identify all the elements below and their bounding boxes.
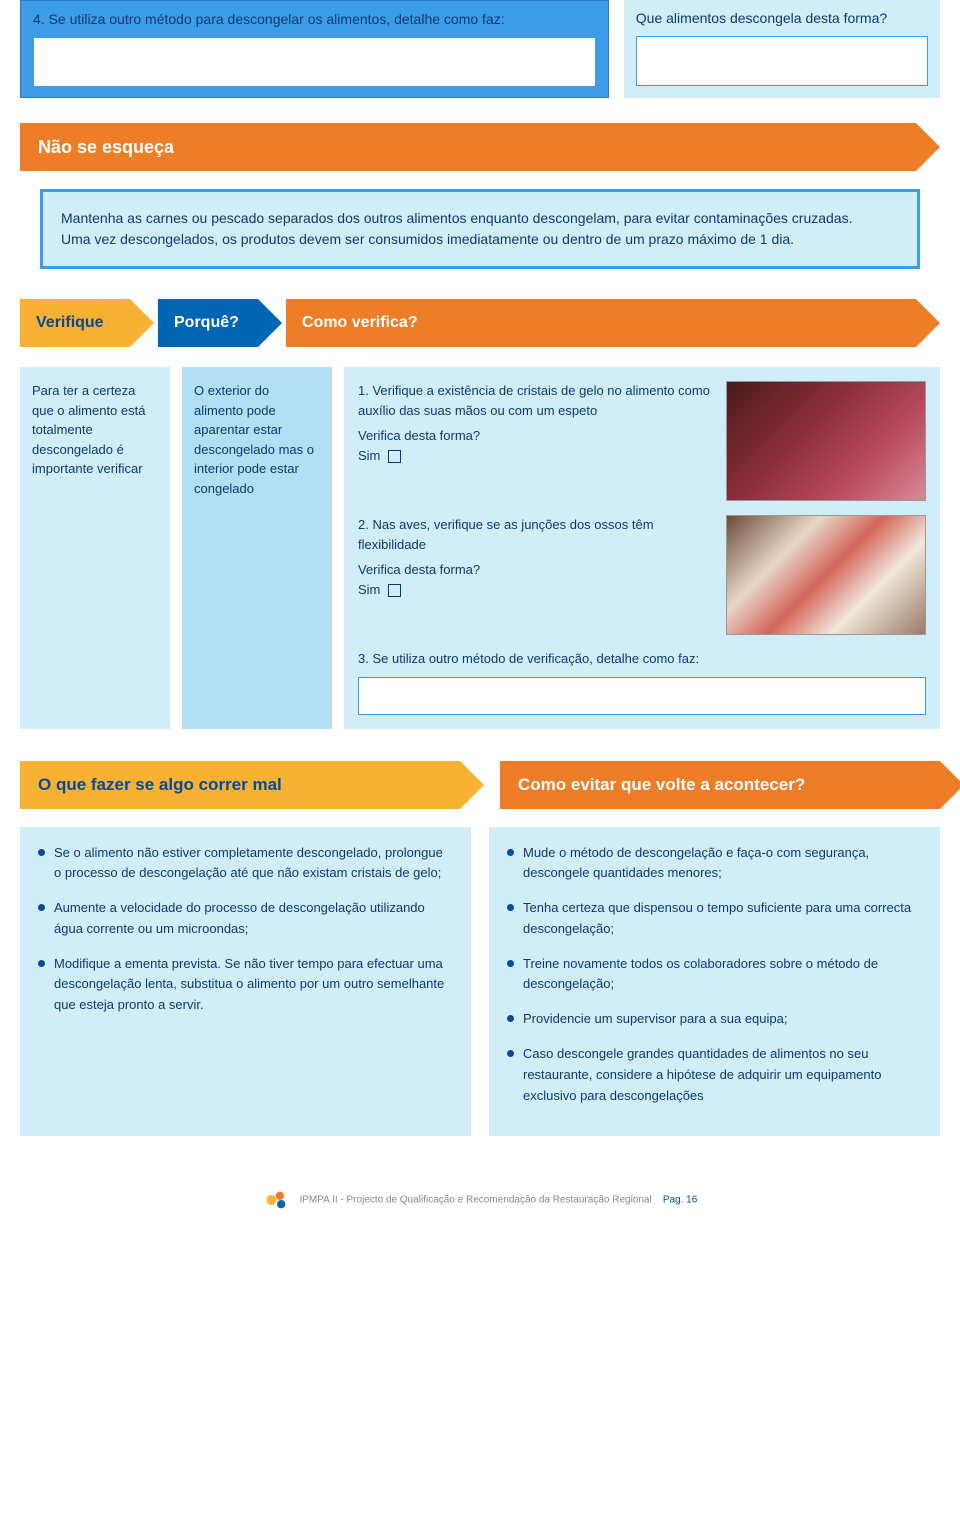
reminder-body-box: Mantenha as carnes ou pescado separados … [40, 189, 920, 269]
list-item: Treine novamente todos os colaboradores … [507, 954, 922, 996]
verify-q2-check-line: Verifica desta forma? Sim [358, 560, 712, 599]
wrong-list-box: Se o alimento não estiver completamente … [20, 827, 471, 1137]
list-item: Se o alimento não estiver completamente … [38, 843, 453, 885]
verify-q3-block: 3. Se utiliza outro método de verificaçã… [358, 649, 926, 715]
verify-mid-text: O exterior do alimento pode aparentar es… [194, 383, 314, 496]
wrong-arrow: O que fazer se algo correr mal [20, 761, 460, 809]
verify-q2-checkbox[interactable] [388, 584, 401, 597]
avoid-arrow-label: Como evitar que volte a acontecer? [518, 775, 805, 795]
verify-right: 1. Verifique a existência de cristais de… [344, 367, 940, 729]
method-detail-input[interactable] [33, 37, 596, 87]
method-detail-box: 4. Se utiliza outro método para desconge… [20, 0, 609, 98]
bottom-columns: Se o alimento não estiver completamente … [20, 827, 940, 1137]
verify-q1-row: 1. Verifique a existência de cristais de… [358, 381, 926, 501]
reminder-body: Mantenha as carnes ou pescado separados … [61, 210, 853, 247]
verify-q2-text: 2. Nas aves, verifique se as junções dos… [358, 515, 712, 554]
foods-input[interactable] [636, 36, 928, 86]
verify-q1-image [726, 381, 926, 501]
verify-q3-text: 3. Se utiliza outro método de verificaçã… [358, 649, 926, 669]
verify-q1-check-line: Verifica desta forma? Sim [358, 426, 712, 465]
method-detail-label: 4. Se utiliza outro método para desconge… [33, 11, 596, 27]
verify-q3-input[interactable] [358, 677, 926, 715]
top-question-row: 4. Se utiliza outro método para desconge… [20, 0, 940, 98]
foods-box: Que alimentos descongela desta forma? [624, 0, 940, 98]
reminder-title: Não se esqueça [38, 137, 174, 158]
tag-porque-label: Porquê? [174, 314, 239, 332]
verify-q2-row: 2. Nas aves, verifique se as junções dos… [358, 515, 926, 635]
list-item: Caso descongele grandes quantidades de a… [507, 1044, 922, 1106]
avoid-arrow: Como evitar que volte a acontecer? [500, 761, 940, 809]
verify-q1-checkbox[interactable] [388, 450, 401, 463]
footer-text: IPMPA II - Projecto de Qualificação e Re… [299, 1195, 651, 1206]
algarve-logo-icon [263, 1186, 291, 1214]
list-item: Aumente a velocidade do processo de desc… [38, 898, 453, 940]
verify-left-text: Para ter a certeza que o alimento está t… [32, 383, 145, 476]
verify-q1-question: Verifica desta forma? [358, 428, 480, 443]
verify-q1-text: 1. Verifique a existência de cristais de… [358, 381, 712, 420]
verify-left: Para ter a certeza que o alimento está t… [20, 367, 170, 729]
page-footer: IPMPA II - Projecto de Qualificação e Re… [20, 1176, 940, 1224]
tag-verifique: Verifique [20, 299, 130, 347]
verify-tags-row: Verifique Porquê? Como verifica? [20, 299, 940, 347]
verify-q1-sim: Sim [358, 448, 380, 463]
verify-mid: O exterior do alimento pode aparentar es… [182, 367, 332, 729]
reminder-banner: Não se esqueça [20, 123, 916, 171]
avoid-list: Mude o método de descongelação e faça-o … [507, 843, 922, 1107]
verify-q2-sim: Sim [358, 582, 380, 597]
list-item: Mude o método de descongelação e faça-o … [507, 843, 922, 885]
list-item: Modifique a ementa prevista. Se não tive… [38, 954, 453, 1016]
bottom-arrows-row: O que fazer se algo correr mal Como evit… [20, 761, 940, 809]
verify-q1-text-block: 1. Verifique a existência de cristais de… [358, 381, 712, 501]
list-item: Tenha certeza que dispensou o tempo sufi… [507, 898, 922, 940]
list-item: Providencie um supervisor para a sua equ… [507, 1009, 922, 1030]
verify-q2-question: Verifica desta forma? [358, 562, 480, 577]
wrong-list: Se o alimento não estiver completamente … [38, 843, 453, 1017]
wrong-arrow-label: O que fazer se algo correr mal [38, 775, 282, 795]
verify-q2-text-block: 2. Nas aves, verifique se as junções dos… [358, 515, 712, 635]
avoid-list-box: Mude o método de descongelação e faça-o … [489, 827, 940, 1137]
tag-como: Como verifica? [286, 299, 916, 347]
tag-como-label: Como verifica? [302, 314, 418, 332]
verify-q2-image [726, 515, 926, 635]
foods-label: Que alimentos descongela desta forma? [636, 10, 928, 26]
verify-columns: Para ter a certeza que o alimento está t… [20, 367, 940, 729]
footer-page: Pag. 16 [663, 1195, 697, 1206]
tag-porque: Porquê? [158, 299, 258, 347]
tag-verifique-label: Verifique [36, 314, 104, 332]
